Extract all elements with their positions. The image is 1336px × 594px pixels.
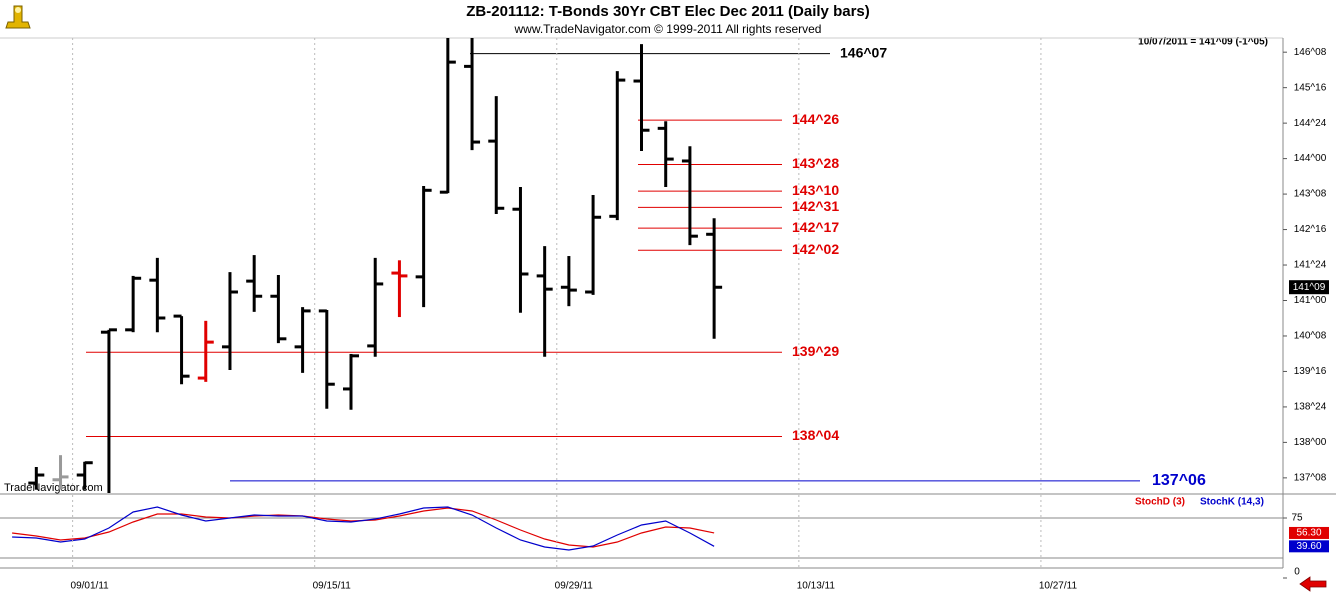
level-label: 137^06 — [1152, 472, 1206, 489]
logo-shape[interactable] — [5, 5, 31, 29]
scroll-arrow[interactable] — [1299, 576, 1327, 592]
y-tick-label: 142^16 — [1294, 224, 1327, 235]
y-tick-label: 138^24 — [1294, 402, 1327, 413]
level-label: 142^31 — [792, 198, 839, 214]
y-tick-label: 140^08 — [1294, 331, 1327, 342]
y-tick-label: 143^08 — [1294, 189, 1327, 200]
stoch-line — [12, 506, 715, 551]
y-tick-label: 144^00 — [1294, 153, 1327, 164]
level-label: 142^02 — [792, 241, 839, 257]
level-label: 139^29 — [792, 343, 839, 359]
price-tag — [1289, 280, 1329, 295]
level-label: 138^04 — [792, 427, 839, 443]
x-tick-label: 10/27/11 — [1039, 581, 1078, 592]
y-tick-label: 75 — [1291, 513, 1303, 524]
watermark: TradeNavigator.com — [4, 482, 103, 494]
y-tick-label: 146^08 — [1294, 47, 1327, 58]
logo-dot[interactable] — [15, 7, 21, 13]
level-label: 142^17 — [792, 219, 839, 235]
quote: 10/07/2011 = 141^09 (-1^05) — [1138, 37, 1268, 48]
level-label: 143^10 — [792, 182, 839, 198]
x-tick-label: 09/29/11 — [555, 581, 594, 592]
stoch-panel — [0, 506, 1283, 559]
x-tick-label: 09/01/11 — [71, 581, 110, 592]
y-tick-label: 144^24 — [1294, 118, 1327, 129]
price-tag-label: 141^09 — [1293, 282, 1326, 293]
value-tag-label: 39.60 — [1296, 541, 1321, 552]
value-tag — [1289, 540, 1329, 553]
price-panel — [28, 38, 1140, 493]
value-tag-label: 56.30 — [1296, 528, 1321, 539]
legend-entry: StochK (14,3) — [1200, 497, 1264, 508]
x-tick-label: 09/15/11 — [313, 581, 352, 592]
legend-entry: StochD (3) — [1135, 497, 1185, 508]
y-tick-label: 141^00 — [1294, 295, 1327, 306]
x-tick-label: 10/13/11 — [797, 581, 836, 592]
arrow-icon[interactable] — [1299, 576, 1327, 592]
level-label: 143^28 — [792, 155, 839, 171]
level-label: 146^07 — [840, 44, 887, 60]
y-tick-label: 137^08 — [1294, 473, 1327, 484]
chart-title: ZB-201112: T-Bonds 30Yr CBT Elec Dec 201… — [466, 3, 870, 20]
y-tick-label: 138^00 — [1294, 437, 1327, 448]
level-label: 144^26 — [792, 111, 839, 127]
y-tick-label: 141^24 — [1294, 260, 1327, 271]
y-tick-label: 0 — [1294, 567, 1300, 578]
logo[interactable] — [3, 3, 33, 33]
chart-subtitle: www.TradeNavigator.com © 1999-2011 All r… — [514, 22, 822, 36]
y-tick-label: 139^16 — [1294, 366, 1327, 377]
y-tick-label: 145^16 — [1294, 82, 1327, 93]
value-tag — [1289, 526, 1329, 539]
